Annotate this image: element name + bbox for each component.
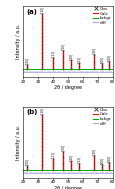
X-axis label: 2θ / degree: 2θ / degree xyxy=(53,186,81,189)
Text: [300]: [300] xyxy=(99,157,103,164)
Text: [200]: [200] xyxy=(60,144,64,151)
Text: [100]: [100] xyxy=(25,158,29,165)
Y-axis label: Intensity / a.u.: Intensity / a.u. xyxy=(16,125,21,160)
Text: [310]: [310] xyxy=(106,155,110,162)
Text: [210]: [210] xyxy=(69,53,73,60)
Text: [111]: [111] xyxy=(50,151,54,158)
Legend: Obs, Calc, bckgr, diff: Obs, Calc, bckgr, diff xyxy=(92,6,111,25)
Text: [210]: [210] xyxy=(69,154,73,161)
Legend: Obs, Calc, bckgr, diff: Obs, Calc, bckgr, diff xyxy=(92,107,111,126)
Text: (a): (a) xyxy=(26,9,36,15)
Text: [220]: [220] xyxy=(92,47,96,54)
X-axis label: 2θ / degree: 2θ / degree xyxy=(53,85,81,90)
Text: [211]: [211] xyxy=(77,157,81,163)
Text: [211]: [211] xyxy=(77,56,81,63)
Text: [110]: [110] xyxy=(39,107,43,114)
Text: [200]: [200] xyxy=(60,43,64,50)
Text: [110]: [110] xyxy=(39,6,43,13)
Text: [300]: [300] xyxy=(99,56,103,63)
Text: [111]: [111] xyxy=(50,50,54,57)
Y-axis label: Intensity / a.u.: Intensity / a.u. xyxy=(16,24,21,59)
Text: [310]: [310] xyxy=(106,54,110,61)
Text: [100]: [100] xyxy=(25,57,29,64)
Text: [220]: [220] xyxy=(92,148,96,155)
Text: (b): (b) xyxy=(26,109,37,115)
